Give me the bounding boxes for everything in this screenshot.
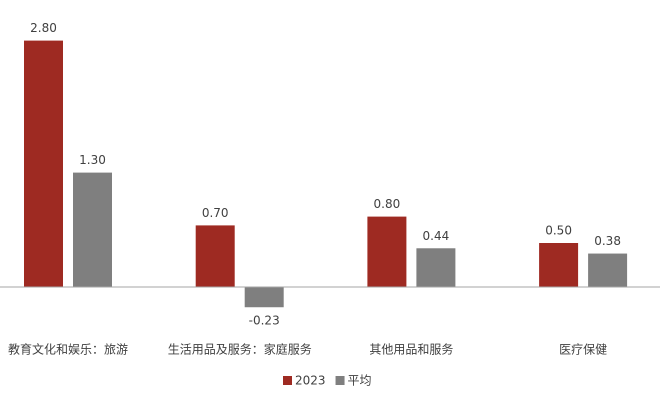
bar — [416, 248, 456, 287]
data-label: 0.70 — [202, 206, 229, 220]
data-label: 0.38 — [594, 234, 621, 248]
bar — [588, 253, 628, 287]
bar — [244, 287, 284, 308]
legend-label: 2023 — [295, 374, 326, 388]
x-tick-label: 医疗保健 — [559, 343, 607, 357]
legend-label: 平均 — [348, 374, 372, 388]
x-tick-label: 生活用品及服务：家庭服务 — [168, 342, 312, 357]
data-label: -0.23 — [249, 314, 280, 328]
data-label: 1.30 — [79, 153, 106, 167]
data-label: 0.44 — [423, 229, 450, 243]
bar — [73, 172, 112, 287]
x-tick-label: 其他用品和服务 — [369, 342, 453, 357]
bar — [195, 225, 235, 287]
bar — [367, 216, 407, 287]
legend-swatch — [283, 376, 292, 385]
legend-swatch — [335, 376, 345, 385]
bar — [539, 243, 579, 287]
x-tick-label: 教育文化和娱乐：旅游 — [8, 342, 128, 357]
bar — [24, 40, 63, 287]
data-label: 0.80 — [374, 197, 401, 211]
data-label: 2.80 — [30, 21, 57, 35]
data-label: 0.50 — [545, 224, 572, 238]
